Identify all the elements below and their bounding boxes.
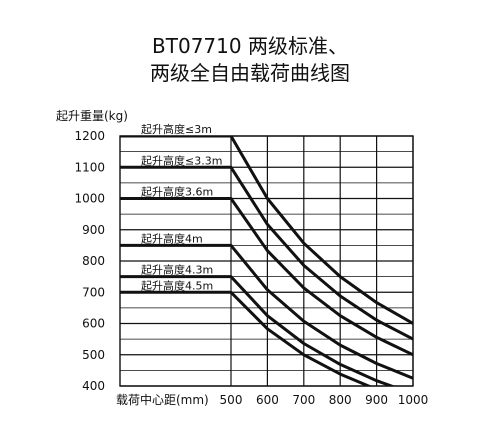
series-line-3 (120, 197, 413, 357)
y-tick-label: 1000 (74, 192, 105, 206)
y-tick-label: 600 (82, 317, 105, 331)
series-label-2: 起升高度≤3.3m (141, 153, 222, 167)
chart-title-line-2: 两级全自由载荷曲线图 (150, 61, 350, 85)
series-label-4: 起升高度4m (141, 231, 203, 245)
x-axis-label: 载荷中心距(mm) (116, 392, 209, 407)
x-tick-label: 800 (329, 393, 352, 407)
series-line-4 (120, 243, 413, 380)
y-tick-label: 700 (82, 285, 105, 299)
x-tick-label: 1000 (398, 393, 429, 407)
series-line-5 (120, 275, 396, 386)
series-line-2 (120, 165, 413, 341)
x-tick-label: 600 (256, 393, 279, 407)
series-label-3: 起升高度3.6m (141, 185, 213, 199)
x-tick-label: 900 (365, 393, 388, 407)
y-tick-label: 500 (82, 348, 105, 362)
chart-title-line-1: BT07710 两级标准、 (152, 34, 348, 58)
series-label-5: 起升高度4.3m (141, 263, 213, 277)
plot-border (119, 135, 414, 387)
x-tick-label: 700 (292, 393, 315, 407)
x-tick-label: 500 (220, 393, 243, 407)
y-tick-label: 400 (82, 379, 105, 393)
series-line-6 (120, 290, 373, 386)
y-tick-label: 900 (82, 223, 105, 237)
y-tick-label: 1100 (74, 160, 105, 174)
series-label-6: 起升高度4.5m (141, 278, 213, 292)
series-label-1: 起升高度≤3m (141, 122, 212, 136)
y-axis-label: 起升重量(kg) (56, 109, 128, 123)
series-line-1 (120, 136, 413, 325)
y-tick-label: 800 (82, 254, 105, 268)
y-tick-label: 1200 (74, 129, 105, 143)
